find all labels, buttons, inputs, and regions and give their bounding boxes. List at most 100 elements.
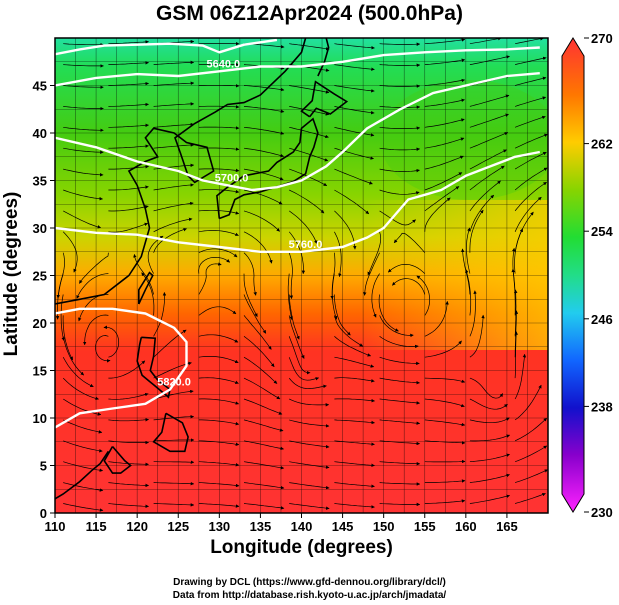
x-tick-label: 125 <box>167 519 189 534</box>
streamline <box>63 398 102 416</box>
x-tick-label: 155 <box>414 519 436 534</box>
x-tick-label: 160 <box>455 519 477 534</box>
streamline <box>334 85 375 93</box>
coastline <box>136 336 171 399</box>
contour-line <box>55 307 188 429</box>
streamline <box>334 482 375 488</box>
streamline <box>466 227 471 274</box>
y-tick-label: 10 <box>33 411 47 426</box>
x-tick-label: 115 <box>86 519 107 534</box>
streamline <box>371 273 380 318</box>
streamline <box>515 76 547 86</box>
streamline <box>379 168 420 173</box>
x-axis: 110 115 120 125 130 135 140 145 150 155 160 165 <box>45 513 518 534</box>
streamline <box>424 98 465 107</box>
streamline <box>334 336 372 357</box>
streamline <box>379 398 421 405</box>
streamline <box>514 469 548 483</box>
streamline <box>379 42 421 46</box>
streamline <box>198 482 240 488</box>
streamline <box>469 209 484 253</box>
contour-group: 5820.0 5760.0 5700.0 5640.0 <box>55 38 541 429</box>
streamline <box>469 434 511 442</box>
streamline <box>153 102 195 107</box>
streamline <box>379 189 420 195</box>
streamline <box>393 232 426 253</box>
streamline <box>198 334 239 343</box>
streamline <box>289 503 330 510</box>
streamline <box>63 42 104 47</box>
contour-label: 5760.0 <box>289 239 323 251</box>
streamline <box>515 492 546 504</box>
streamline <box>198 306 237 316</box>
footer-drawing-credit: Drawing by DCL (https://www.gfd-dennou.o… <box>173 577 446 588</box>
streamline <box>515 38 544 45</box>
y-tick-label: 0 <box>40 506 47 521</box>
contour-label: 5640.0 <box>207 58 241 70</box>
streamline <box>243 168 284 181</box>
streamline <box>424 58 466 65</box>
streamline <box>198 168 240 173</box>
contour-line <box>55 72 540 192</box>
streamline <box>153 217 193 233</box>
streamline <box>334 377 375 383</box>
streamline <box>379 315 414 338</box>
y-tick-label: 20 <box>33 316 47 331</box>
y-tick-label: 45 <box>33 79 47 94</box>
streamline <box>424 197 451 232</box>
colorbar: 230 238 246 254 262 270 <box>561 31 613 520</box>
streamline <box>469 113 509 128</box>
streamline <box>289 461 330 469</box>
streamline <box>334 461 375 468</box>
streamline <box>243 398 283 415</box>
x-tick-label: 145 <box>332 519 354 534</box>
streamline <box>63 64 104 68</box>
streamline <box>424 38 466 45</box>
streamline <box>153 438 195 442</box>
streamline <box>334 398 375 403</box>
streamline <box>198 147 240 151</box>
streamline <box>153 481 195 486</box>
streamline <box>379 482 421 486</box>
streamline <box>513 289 518 337</box>
streamline <box>514 417 547 442</box>
streamline <box>424 172 463 191</box>
streamline <box>289 189 325 214</box>
streamline <box>198 230 239 236</box>
colorbar-ticks: 230 238 246 254 262 270 <box>584 31 613 520</box>
streamline <box>63 147 104 154</box>
streamline <box>424 155 464 170</box>
streamline <box>379 356 420 366</box>
streamline <box>289 440 330 449</box>
streamline <box>108 61 149 65</box>
streamline <box>379 84 421 88</box>
grid-group <box>55 38 548 513</box>
streamline <box>424 78 466 86</box>
streamline <box>288 210 318 245</box>
streamline <box>243 210 280 232</box>
streamline <box>153 122 195 128</box>
streamline <box>289 482 330 490</box>
streamline <box>469 398 508 410</box>
contour-label: 5820.0 <box>157 377 191 389</box>
streamline <box>243 461 285 470</box>
streamline <box>153 183 194 191</box>
streamline <box>334 168 373 185</box>
streamline <box>515 56 547 65</box>
streamline <box>63 126 104 133</box>
streamline <box>198 189 240 194</box>
streamline <box>108 102 149 107</box>
contour-line <box>55 38 278 56</box>
streamline <box>243 419 284 432</box>
colorbar-tick-label: 246 <box>591 312 613 327</box>
streamline <box>153 143 195 149</box>
streamline <box>63 440 103 453</box>
streamline <box>514 96 547 107</box>
streamline <box>469 473 510 483</box>
coastline <box>138 271 154 305</box>
streamline <box>379 377 420 385</box>
colorbar-tick-label: 238 <box>591 399 613 414</box>
streamline <box>514 353 527 400</box>
streamline <box>243 503 285 510</box>
